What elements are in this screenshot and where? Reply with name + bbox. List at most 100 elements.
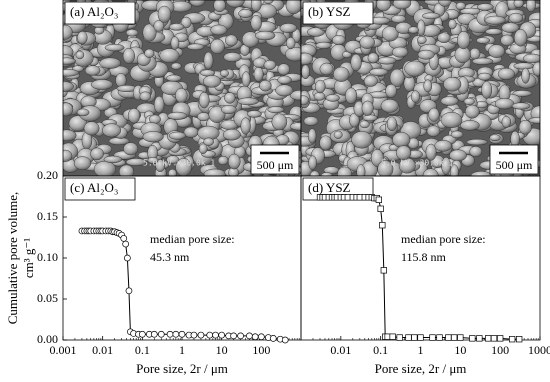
grain — [125, 158, 147, 167]
grain — [481, 80, 493, 99]
x-tick-label: 100 — [491, 343, 509, 357]
grain — [333, 130, 343, 139]
grain — [389, 68, 405, 88]
marker — [237, 332, 244, 340]
scale-box — [489, 144, 539, 175]
marker — [230, 332, 237, 340]
grain — [501, 116, 512, 129]
grain — [513, 0, 524, 8]
grain — [319, 135, 332, 151]
grain — [63, 68, 79, 77]
data-line — [81, 230, 286, 341]
grain — [472, 57, 494, 65]
grain — [240, 117, 251, 135]
grain — [63, 102, 74, 117]
grain — [395, 145, 412, 161]
grain — [477, 72, 492, 81]
grain — [222, 128, 241, 141]
grain — [426, 125, 441, 137]
y-tick-label: 0.20 — [37, 168, 58, 182]
x-tick-label: 0.1 — [373, 343, 388, 357]
marker — [281, 336, 289, 344]
grain — [217, 155, 229, 166]
marker — [516, 336, 523, 343]
grain — [497, 67, 515, 80]
scale-box — [250, 144, 300, 175]
marker — [150, 330, 158, 338]
grain — [349, 112, 360, 128]
x-tick-label: 1 — [418, 343, 424, 357]
marker — [429, 334, 436, 341]
grain — [77, 30, 88, 45]
grain — [63, 149, 73, 162]
marker — [469, 335, 476, 342]
marker — [251, 333, 259, 341]
grain — [315, 41, 332, 49]
grain — [223, 52, 242, 63]
grain — [203, 137, 215, 146]
grain — [303, 116, 319, 126]
grain — [350, 53, 362, 72]
chart-label: (c) Al₂O₃ — [70, 180, 118, 195]
x-tick-label: 1000 — [528, 343, 550, 357]
marker — [485, 335, 492, 342]
image-label: (b) YSZ — [308, 4, 351, 19]
grain — [289, 122, 301, 131]
marker — [411, 334, 418, 341]
grain — [377, 160, 394, 176]
x-axis-label: Pore size, 2r / μm — [375, 361, 467, 376]
grain — [166, 74, 182, 82]
marker — [124, 254, 131, 262]
grain — [508, 12, 524, 24]
grain — [153, 95, 165, 114]
x-tick-label: 0.01 — [92, 343, 113, 357]
sem-imprint: 5.0 kV ×30.0k 1 — [381, 159, 453, 168]
marker — [490, 335, 498, 342]
grain — [202, 75, 222, 88]
grain — [484, 15, 506, 25]
y-tick-label: 0.05 — [37, 291, 58, 305]
marker — [380, 267, 387, 274]
grain — [73, 49, 94, 67]
grain — [391, 14, 407, 24]
marker — [120, 234, 128, 242]
grain — [513, 28, 528, 47]
grain — [259, 79, 272, 92]
grain — [142, 23, 157, 42]
grain — [289, 89, 301, 101]
x-tick-label: 10 — [454, 343, 466, 357]
x-tick-label: 0.1 — [135, 343, 150, 357]
grain — [104, 43, 125, 52]
grain — [456, 31, 471, 50]
grain — [434, 140, 453, 152]
grain — [476, 37, 491, 44]
grain — [238, 9, 253, 18]
y-tick-label: 0.15 — [37, 209, 58, 223]
grain — [227, 153, 241, 170]
grain — [404, 60, 426, 77]
grain — [466, 138, 488, 146]
grain — [267, 106, 285, 114]
grain — [90, 147, 104, 161]
grain — [332, 66, 350, 82]
grain — [522, 53, 540, 64]
grain — [75, 50, 85, 60]
grain — [528, 116, 540, 124]
grain — [167, 111, 188, 120]
marker — [445, 334, 452, 341]
grain — [250, 14, 262, 31]
annotation: median pore size: — [401, 232, 486, 246]
grain — [441, 156, 451, 175]
grain — [210, 24, 228, 36]
grain — [90, 79, 114, 90]
grain — [186, 43, 205, 51]
grain — [512, 90, 533, 97]
grain — [450, 130, 464, 139]
grain — [307, 27, 325, 37]
grain — [103, 155, 123, 164]
grain — [102, 123, 122, 138]
grain — [159, 48, 180, 63]
grain — [168, 131, 187, 140]
grain — [359, 120, 370, 129]
chart-label: (d) YSZ — [308, 180, 351, 195]
